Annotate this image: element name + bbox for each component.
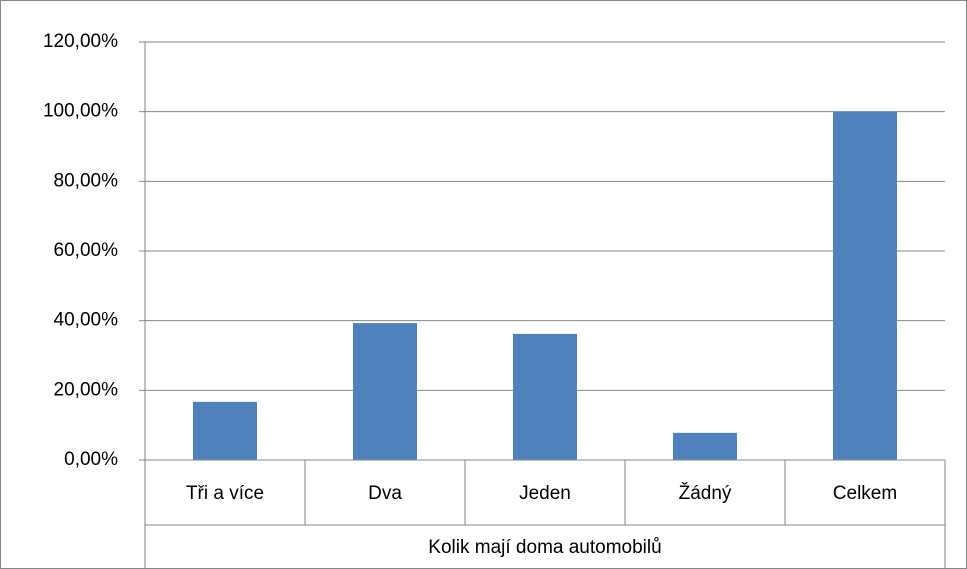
x-tick-label: Celkem — [833, 483, 897, 504]
x-tick-label: Jeden — [519, 483, 571, 504]
bar — [193, 401, 257, 460]
y-tick-label: 120,00% — [43, 31, 118, 52]
x-axis-title: Kolik mají doma automobilů — [428, 537, 661, 558]
bar — [353, 323, 417, 460]
bar — [833, 111, 897, 461]
y-tick-label: 80,00% — [54, 170, 119, 191]
bar — [673, 432, 737, 460]
y-tick-label: 40,00% — [54, 310, 119, 331]
bar — [513, 333, 577, 460]
y-tick-label: 20,00% — [54, 379, 119, 400]
y-tick-label: 100,00% — [43, 101, 118, 122]
y-tick-label: 60,00% — [54, 240, 119, 261]
y-tick-label: 0,00% — [64, 449, 118, 470]
x-tick-label: Žádný — [679, 482, 732, 504]
x-tick-label: Tři a více — [186, 483, 264, 504]
x-tick-label: Dva — [368, 483, 402, 504]
